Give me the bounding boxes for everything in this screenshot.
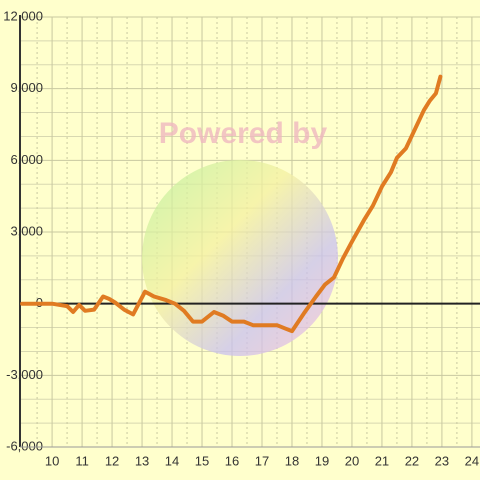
watermark: Powered by	[159, 117, 328, 150]
line	[20, 74, 443, 334]
x-tick-label: 11	[75, 453, 89, 468]
x-tick-label: 20	[345, 453, 359, 468]
x-tick-label: 12	[105, 453, 119, 468]
y-tick-label: 9,000	[10, 80, 43, 95]
y-tick-label: 6,000	[10, 152, 43, 167]
y-tick-label: 3,000	[10, 223, 43, 238]
x-tick-label: 23	[435, 453, 449, 468]
y-tick-label: 12,000	[3, 8, 43, 23]
x-tick-label: 10	[45, 453, 59, 468]
x-tick-label: 13	[135, 453, 149, 468]
x-tick-label: 18	[285, 453, 299, 468]
watermark-logo	[142, 160, 338, 356]
x-tick-label: 24	[465, 453, 479, 468]
x-tick-label: 19	[315, 453, 329, 468]
x-tick-label: 22	[405, 453, 419, 468]
x-tick-label: 15	[195, 453, 209, 468]
y-tick-label: -3,000	[6, 367, 43, 382]
x-tick-label: 14	[165, 453, 179, 468]
x-tick-label: 16	[225, 453, 239, 468]
x-tick-label: 21	[375, 453, 389, 468]
y-tick-label: -6,000	[6, 438, 43, 453]
x-tick-label: 17	[255, 453, 269, 468]
